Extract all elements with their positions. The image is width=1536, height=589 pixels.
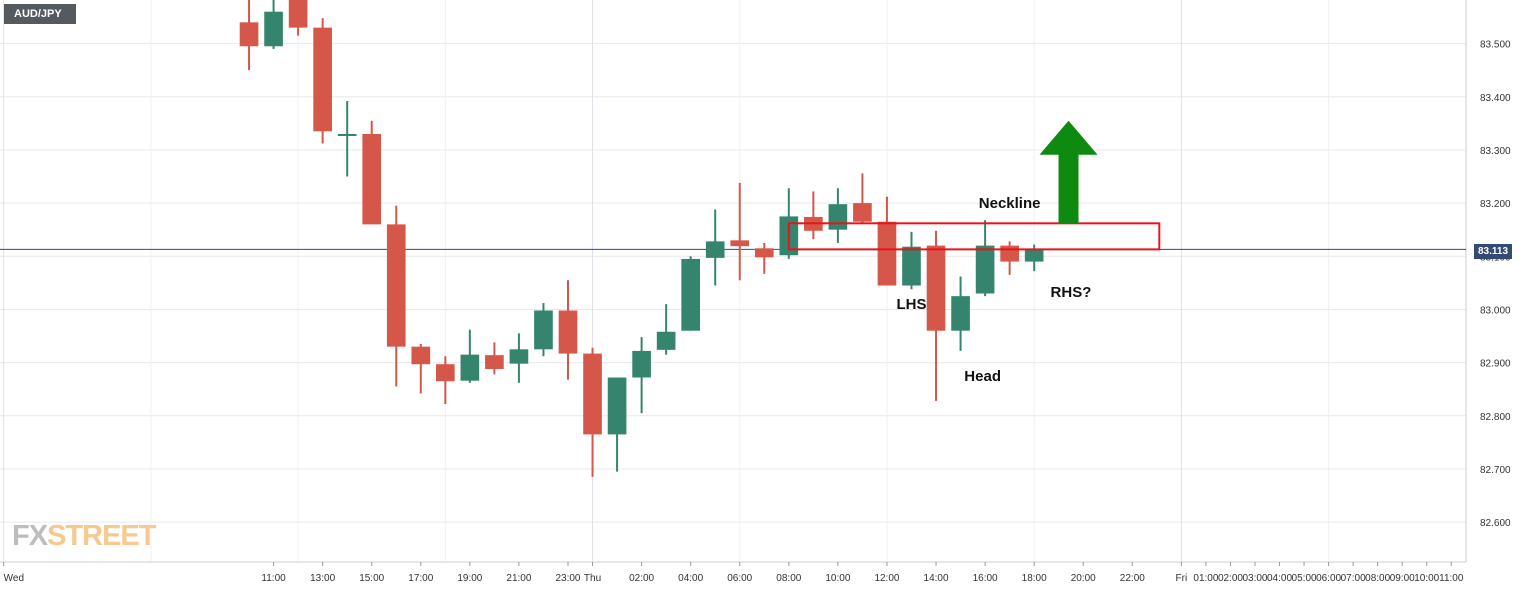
annotation-head: Head [964, 367, 1001, 385]
x-tick-label: 02:00 [629, 573, 654, 584]
candle-bearish[interactable] [730, 240, 750, 247]
candle-bearish[interactable] [288, 0, 308, 28]
bullish-arrow-icon [1039, 120, 1098, 224]
annotation-rhs: RHS? [1050, 283, 1092, 301]
y-tick-label: 83.000 [1480, 305, 1511, 316]
candle-bullish[interactable] [460, 354, 480, 381]
candle-bearish[interactable] [485, 355, 504, 369]
x-tick-label: 08:00 [776, 573, 801, 584]
x-tick-label: 23:00 [555, 573, 580, 584]
x-tick-label: Thu [584, 573, 601, 584]
x-tick-label: 11:00 [261, 573, 286, 584]
x-tick-label: 11:00 [1439, 573, 1464, 584]
x-tick-label: 21:00 [506, 573, 531, 584]
x-tick-label: 06:00 [1316, 573, 1341, 584]
x-tick-label: 07:00 [1341, 573, 1366, 584]
x-tick-label: 15:00 [359, 573, 384, 584]
x-tick-label: 08:00 [1365, 573, 1390, 584]
x-tick-label: 14:00 [924, 573, 949, 584]
symbol-badge[interactable]: AUD/JPY [4, 4, 76, 24]
y-tick-label: 82.700 [1480, 465, 1511, 476]
x-tick-label: 12:00 [874, 573, 899, 584]
candle-bullish[interactable] [656, 331, 676, 350]
candle-bullish[interactable] [534, 310, 553, 350]
x-tick-label: 20:00 [1071, 573, 1096, 584]
candle-bearish[interactable] [239, 22, 259, 47]
neckline-zone-box [787, 222, 1161, 251]
y-tick-label: 82.900 [1480, 359, 1511, 370]
y-tick-label: 83.400 [1480, 93, 1511, 104]
x-tick-label: 17:00 [408, 573, 433, 584]
fxstreet-logo: FXSTREET [12, 519, 156, 553]
current-price-badge: 83.113 [1474, 244, 1512, 259]
y-tick-label: 82.600 [1480, 518, 1511, 529]
annotation-neckline: Neckline [978, 195, 1041, 213]
x-tick-label: 04:00 [1267, 573, 1292, 584]
candle-bullish[interactable] [264, 11, 283, 47]
y-tick-label: 83.300 [1480, 146, 1511, 157]
y-tick-label: 83.500 [1480, 40, 1511, 51]
x-tick-label: 13:00 [310, 573, 335, 584]
candle-bullish[interactable] [509, 349, 529, 364]
candle-bullish[interactable] [828, 204, 848, 230]
x-tick-label: 10:00 [825, 573, 850, 584]
x-tick-label: 05:00 [1292, 573, 1317, 584]
candle-bearish[interactable] [1000, 245, 1019, 262]
candle-bullish[interactable] [951, 296, 970, 331]
x-tick-label: 18:00 [1022, 573, 1047, 584]
candle-bearish[interactable] [411, 346, 431, 365]
x-tick-label: 22:00 [1120, 573, 1145, 584]
candle-bullish[interactable] [975, 245, 995, 294]
x-tick-label: 16:00 [973, 573, 998, 584]
x-tick-label: 04:00 [678, 573, 703, 584]
logo-fx: FX [12, 520, 48, 552]
x-tick-label: 06:00 [727, 573, 752, 584]
x-tick-label: 09:00 [1390, 573, 1415, 584]
candle-bearish[interactable] [926, 245, 946, 331]
candle-bullish[interactable] [607, 377, 627, 435]
y-tick-label: 83.200 [1480, 199, 1511, 210]
candle-bullish[interactable] [632, 350, 651, 378]
candle-bearish[interactable] [435, 364, 455, 382]
candle-bullish[interactable] [681, 258, 700, 331]
x-tick-label: Wed [4, 573, 24, 584]
x-tick-label: 19:00 [457, 573, 482, 584]
x-tick-label: 03:00 [1242, 573, 1267, 584]
candle-bearish[interactable] [558, 310, 578, 354]
x-tick-label: Fri [1176, 573, 1188, 584]
candle-bearish[interactable] [877, 221, 897, 286]
annotation-lhs: LHS [896, 296, 927, 314]
candle-bullish[interactable] [337, 133, 357, 136]
candle-bullish[interactable] [902, 246, 921, 286]
candle-bearish[interactable] [754, 248, 774, 258]
candle-bullish[interactable] [1024, 249, 1044, 262]
candle-bearish[interactable] [313, 27, 332, 132]
candle-bearish[interactable] [362, 133, 382, 225]
candle-bearish[interactable] [386, 224, 406, 347]
y-tick-label: 82.800 [1480, 412, 1511, 423]
candle-bullish[interactable] [705, 241, 725, 258]
candle-bearish[interactable] [583, 353, 602, 435]
x-tick-label: 01:00 [1193, 573, 1218, 584]
candle-bearish[interactable] [853, 203, 872, 222]
logo-street: STREET [47, 520, 156, 552]
x-tick-label: 02:00 [1218, 573, 1243, 584]
x-tick-label: 10:00 [1414, 573, 1439, 584]
